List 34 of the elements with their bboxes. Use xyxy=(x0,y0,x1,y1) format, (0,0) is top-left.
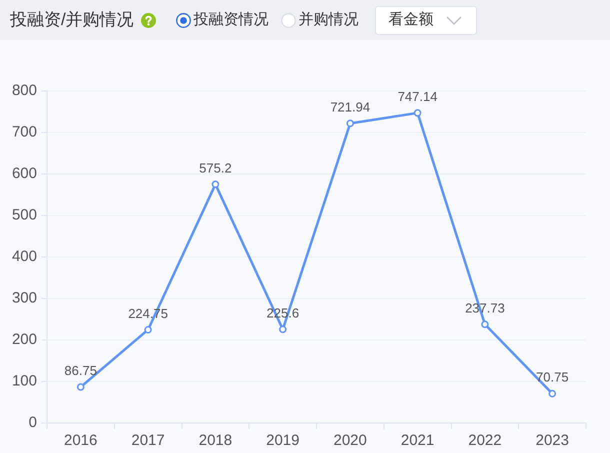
chart-title: 投融资/并购情况 xyxy=(10,9,134,31)
x-tick-label: 2018 xyxy=(198,432,232,450)
text: 并购情况 xyxy=(298,10,359,30)
data-label: 747.14 xyxy=(398,89,438,104)
x-tick-label: 2019 xyxy=(266,432,300,450)
point xyxy=(279,326,287,334)
point xyxy=(481,320,489,328)
y-tick-label: 600 xyxy=(12,165,37,182)
x-tick-label: 2021 xyxy=(400,432,434,450)
x-tick-label: 2016 xyxy=(64,432,98,450)
y-tick-label: 0 xyxy=(28,414,37,432)
data-label: 575.2 xyxy=(199,160,232,176)
x-tick-label: 2020 xyxy=(334,432,367,450)
data-label: 86.75 xyxy=(64,363,97,378)
text: 投融资情况 xyxy=(194,10,269,30)
x-tick-label: 2023 xyxy=(536,432,569,450)
point xyxy=(414,109,422,117)
data-label: 70.75 xyxy=(536,370,569,385)
x-tick-label: 2022 xyxy=(468,432,502,450)
point xyxy=(212,180,220,188)
point xyxy=(548,390,556,398)
point xyxy=(76,383,84,391)
y-tick-label: 800 xyxy=(12,82,37,100)
y-tick-label: 300 xyxy=(12,290,37,307)
point xyxy=(346,120,354,128)
y-tick-label: 400 xyxy=(12,248,37,266)
data-label: 721.94 xyxy=(330,99,370,114)
text: 看金额 xyxy=(388,10,434,30)
point xyxy=(144,326,152,334)
y-tick-label: 100 xyxy=(12,372,37,390)
x-tick-label: 2017 xyxy=(131,432,165,450)
y-tick-label: 700 xyxy=(12,124,37,141)
y-tick-label: 200 xyxy=(12,331,37,348)
y-tick-label: 500 xyxy=(12,206,37,224)
